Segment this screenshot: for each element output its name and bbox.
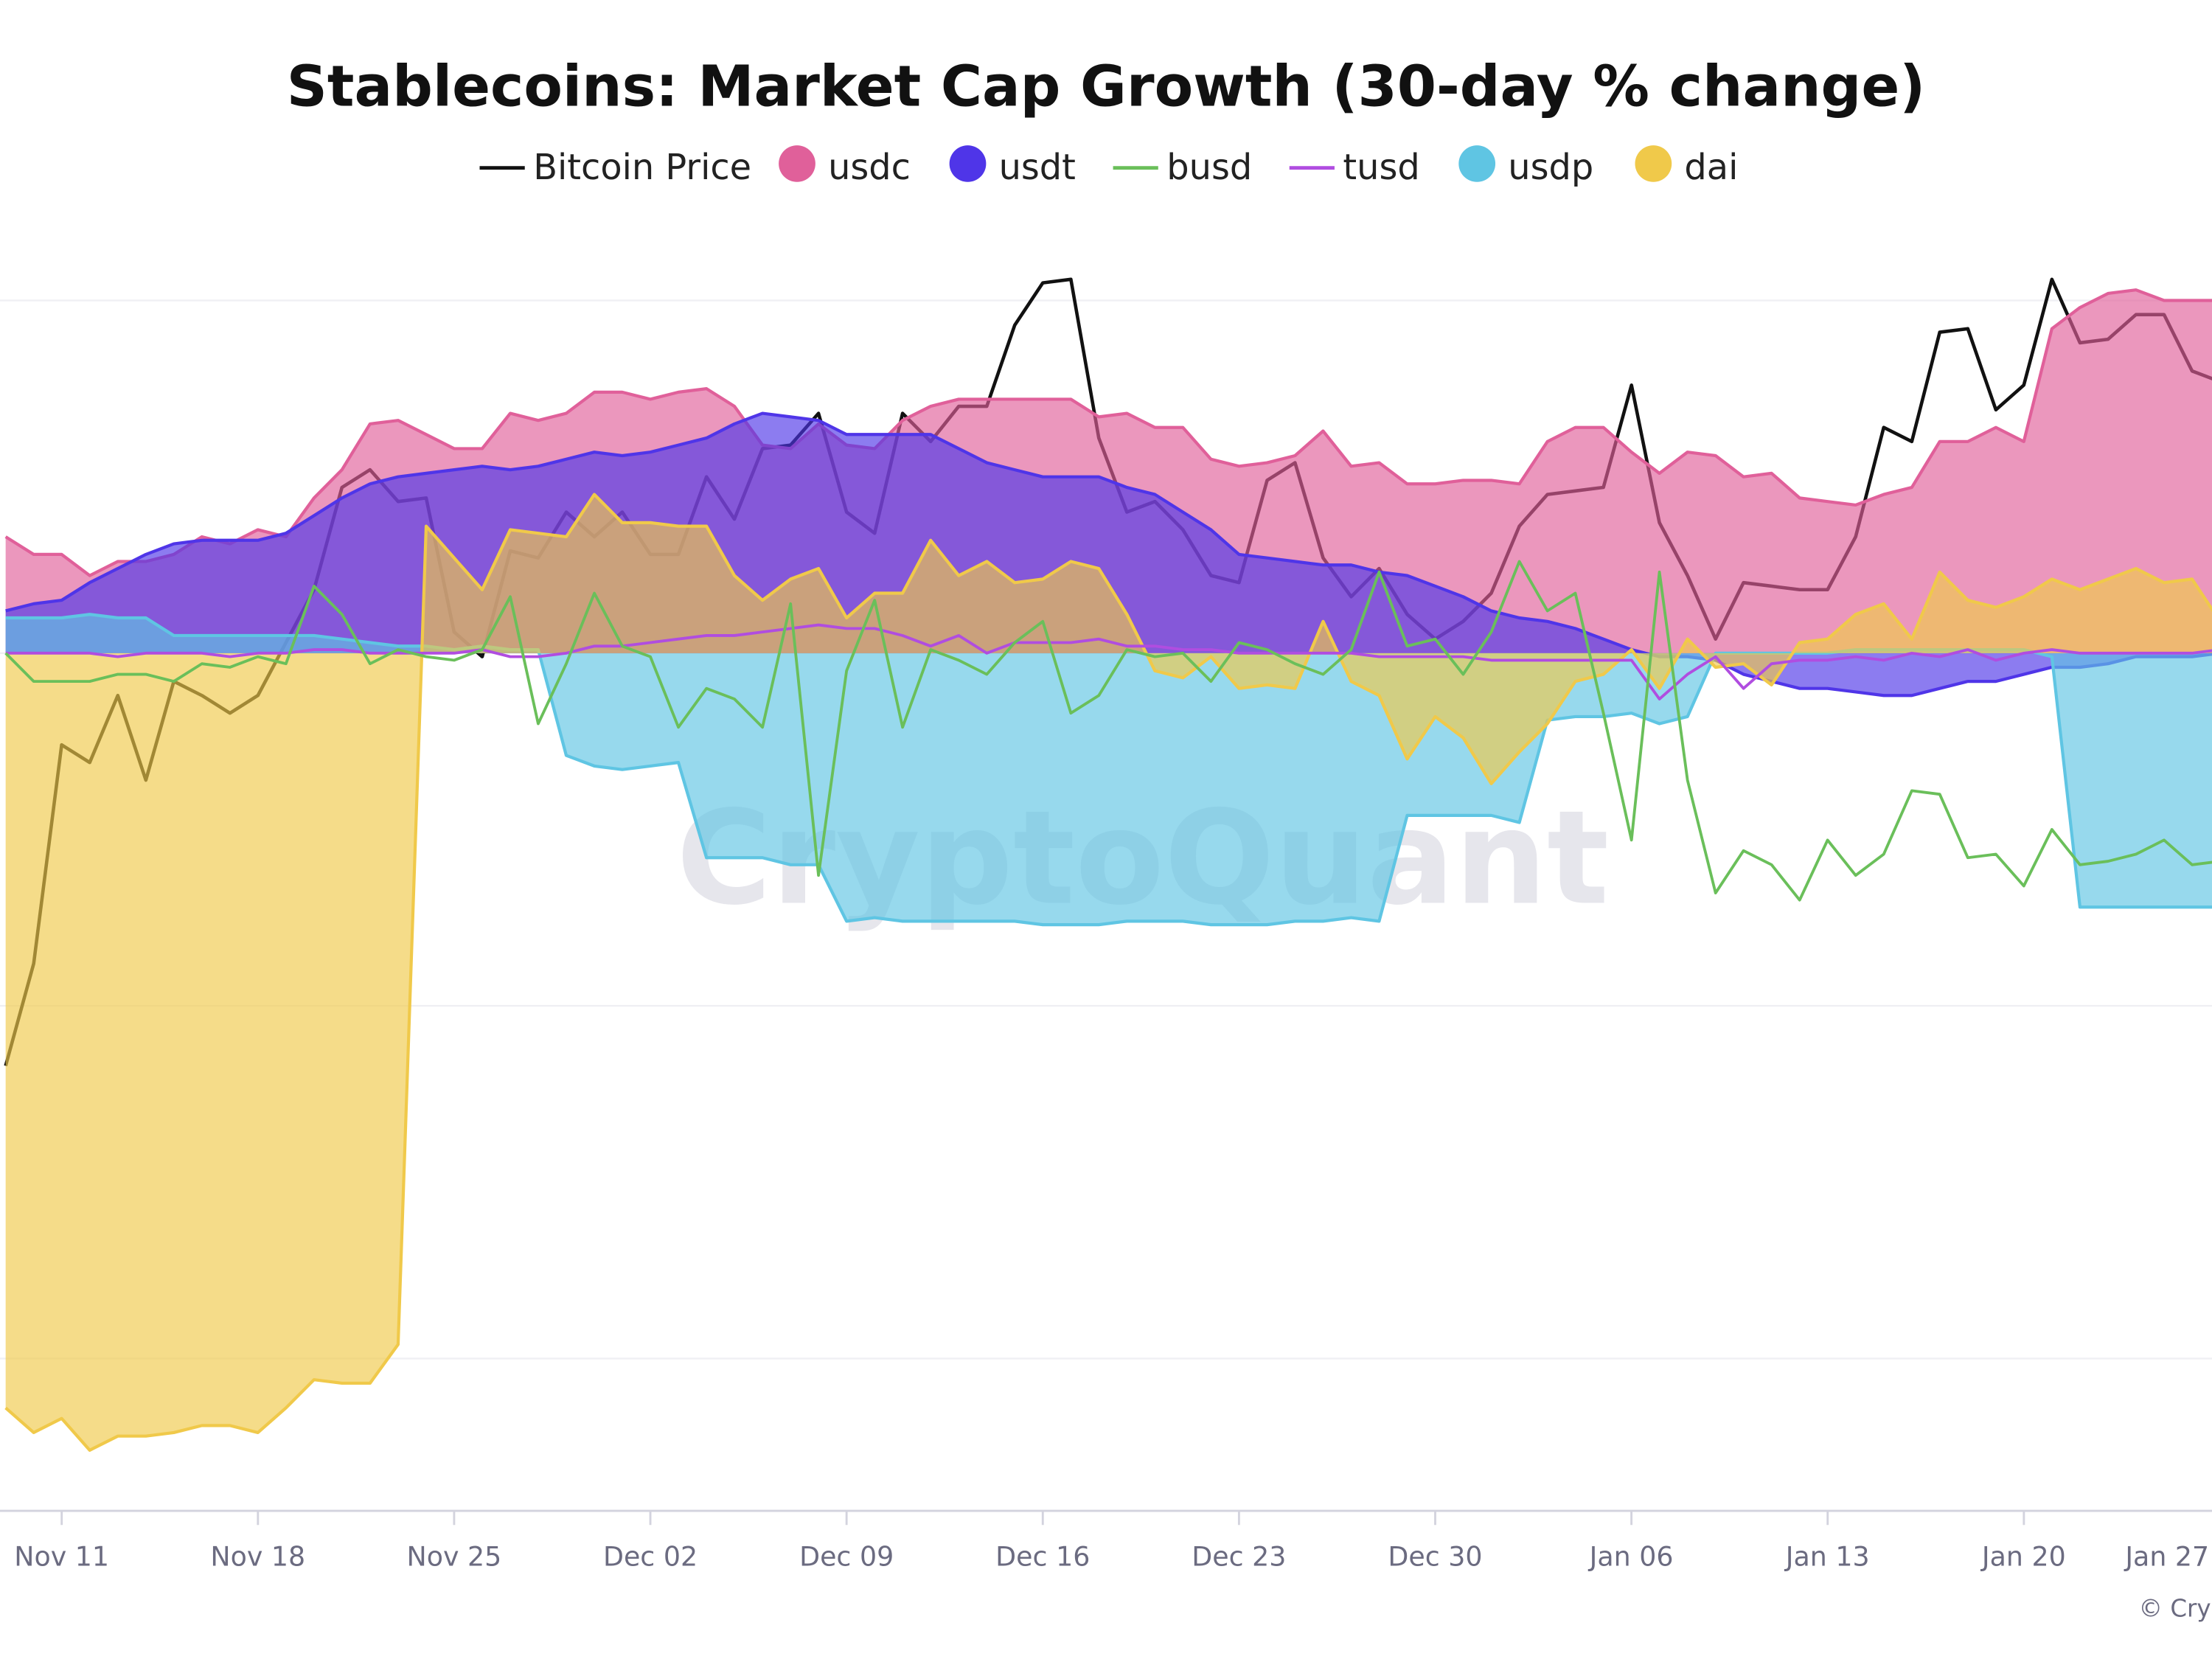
x-tick-label: Jan 06 bbox=[1588, 1541, 1674, 1573]
legend-label: usdp bbox=[1508, 147, 1593, 188]
x-tick-label: Jan 27 bbox=[2124, 1541, 2209, 1573]
legend-circle-marker bbox=[949, 145, 987, 182]
plot-area bbox=[4, 277, 2212, 1452]
series-area-dai bbox=[5, 494, 2212, 1450]
legend-label: tusd bbox=[1343, 147, 1419, 188]
legend-item-usdt[interactable]: usdt bbox=[949, 145, 1076, 188]
x-tick-label: Dec 02 bbox=[603, 1541, 698, 1573]
x-tick-label: Jan 20 bbox=[1980, 1541, 2066, 1573]
legend-item-dai[interactable]: dai bbox=[1635, 145, 1738, 188]
legend-label: Bitcoin Price bbox=[533, 147, 751, 188]
series-line-dai bbox=[4, 493, 2212, 1452]
legend-label: usdc bbox=[828, 147, 911, 188]
x-tick-label: Nov 25 bbox=[407, 1541, 502, 1573]
legend-item-usdp[interactable]: usdp bbox=[1458, 145, 1593, 188]
series-area-usdp bbox=[5, 614, 2212, 925]
legend-circle-marker bbox=[1458, 145, 1496, 182]
legend-label: usdt bbox=[999, 147, 1076, 188]
x-tick-label: Nov 18 bbox=[210, 1541, 305, 1573]
legend-item-usdc[interactable]: usdc bbox=[779, 145, 911, 188]
legend-circle-marker bbox=[1635, 145, 1672, 182]
legend-item-busd[interactable]: busd bbox=[1113, 147, 1253, 188]
series-line-usdt bbox=[5, 411, 2212, 698]
legend: Bitcoin Price usdc usdt busd tusd usdp dai bbox=[479, 145, 1738, 188]
x-tick-label: Dec 23 bbox=[1192, 1541, 1286, 1573]
legend-circle-marker bbox=[779, 145, 815, 182]
chart-title: Stablecoins: Market Cap Growth (30-day %… bbox=[287, 54, 1925, 119]
x-tick-label: Dec 30 bbox=[1388, 1541, 1482, 1573]
x-tick-label: Jan 13 bbox=[1784, 1541, 1870, 1573]
series-line-busd bbox=[4, 560, 2212, 902]
legend-label: busd bbox=[1166, 147, 1252, 188]
x-tick-label: Dec 09 bbox=[799, 1541, 894, 1573]
copyright: © CryptoQuant bbox=[2139, 1595, 2212, 1623]
series-line-usdc bbox=[4, 288, 2212, 577]
x-tick-label: Nov 11 bbox=[14, 1541, 109, 1573]
x-axis: Nov 11 Nov 18 Nov 25 Dec 02 Dec 09 Dec 16 Dec … bbox=[0, 1509, 2212, 1573]
legend-label: dai bbox=[1684, 147, 1738, 188]
legend-item-bitcoin-price[interactable]: Bitcoin Price bbox=[479, 147, 752, 188]
series-line-tusd bbox=[5, 623, 2212, 700]
legend-item-tusd[interactable]: tusd bbox=[1289, 147, 1420, 188]
x-tick-label: Dec 16 bbox=[995, 1541, 1090, 1573]
